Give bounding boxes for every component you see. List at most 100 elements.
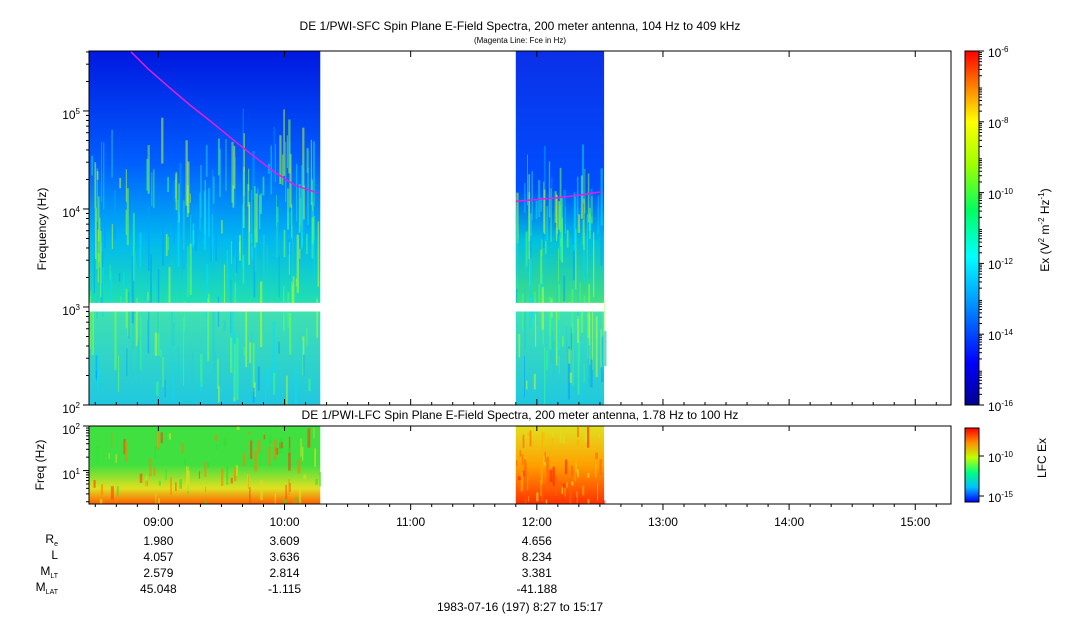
lfc-texture-streak bbox=[249, 440, 253, 459]
lfc-texture-streak bbox=[518, 476, 521, 481]
lfc-texture-streak bbox=[540, 480, 542, 497]
lfc-title: DE 1/PWI-LFC Spin Plane E-Field Spectra,… bbox=[301, 408, 739, 422]
lfc-texture-streak bbox=[313, 427, 315, 439]
lfc-texture-streak bbox=[576, 469, 579, 478]
sfc-texture-streak bbox=[541, 274, 544, 300]
lfc-texture-streak bbox=[527, 432, 530, 436]
lfc-texture-streak bbox=[204, 486, 207, 492]
lfc-texture-streak bbox=[246, 473, 250, 491]
sfc-texture-streak bbox=[127, 306, 129, 337]
lfc-texture-streak bbox=[158, 498, 160, 504]
lfc-texture-streak bbox=[577, 427, 579, 438]
lfc-texture-streak bbox=[520, 472, 524, 492]
sfc-texture-streak bbox=[552, 340, 555, 379]
sfc-texture-streak bbox=[295, 278, 297, 287]
sfc-texture-streak bbox=[597, 195, 599, 235]
sfc-texture-streak bbox=[590, 188, 593, 217]
ephemeris-row-label: MLT bbox=[40, 564, 58, 580]
sfc-texture-streak bbox=[587, 338, 589, 397]
sfc-texture-streak bbox=[212, 176, 215, 204]
sfc-texture-streak bbox=[524, 260, 527, 276]
sfc-texture-streak bbox=[534, 291, 536, 305]
sfc-texture-streak bbox=[306, 327, 308, 346]
sfc-texture-streak bbox=[185, 140, 188, 206]
sfc-texture-streak bbox=[289, 153, 292, 208]
sfc-texture-streak bbox=[119, 177, 122, 189]
sfc-texture-streak bbox=[205, 145, 208, 177]
sfc-texture-streak bbox=[518, 333, 521, 358]
sfc-texture-streak bbox=[172, 322, 175, 346]
ephemeris-value: -1.115 bbox=[267, 582, 302, 596]
sfc-texture-streak bbox=[559, 205, 562, 261]
sfc-texture-streak bbox=[139, 232, 142, 268]
sfc-texture-streak bbox=[223, 320, 226, 331]
lfc-texture-streak bbox=[179, 479, 183, 489]
sfc-texture-streak bbox=[582, 219, 584, 245]
sfc-texture-streak bbox=[292, 225, 294, 285]
sfc-texture-streak bbox=[172, 359, 175, 402]
sfc-texture-streak bbox=[243, 171, 246, 204]
sfc-texture-streak bbox=[544, 346, 546, 405]
lfc-texture-streak bbox=[300, 438, 302, 457]
lfc-texture-streak bbox=[543, 456, 546, 466]
lfc-texture-streak bbox=[574, 474, 576, 482]
sfc-texture-streak bbox=[526, 380, 528, 390]
lfc-texture-streak bbox=[155, 493, 157, 504]
lfc-texture-streak bbox=[575, 496, 577, 504]
lfc-texture-streak bbox=[536, 492, 539, 502]
sfc-texture-streak bbox=[178, 363, 181, 376]
sfc-texture-streak bbox=[558, 248, 559, 282]
lfc-texture-streak bbox=[274, 439, 277, 460]
sfc-texture-streak bbox=[310, 139, 312, 205]
ephemeris-value: 4.656 bbox=[521, 534, 552, 548]
sfc-texture-streak bbox=[126, 188, 129, 246]
fce-line bbox=[130, 51, 603, 202]
sfc-texture-streak bbox=[96, 171, 99, 180]
sfc-texture-streak bbox=[302, 127, 305, 189]
lfc-texture-streak bbox=[515, 460, 518, 466]
sfc-texture-streak bbox=[199, 192, 201, 231]
sfc-texture-streak bbox=[536, 277, 538, 327]
sfc-texture-streak bbox=[219, 148, 222, 197]
sfc-texture-streak bbox=[554, 191, 557, 223]
lfc-texture-streak bbox=[544, 451, 546, 463]
sfc-texture-streak bbox=[523, 288, 527, 350]
sfc-texture-streak bbox=[543, 189, 546, 235]
sfc-texture-streak bbox=[306, 148, 309, 173]
sfc-texture-streak bbox=[301, 341, 303, 373]
sfc-texture-streak bbox=[258, 195, 261, 229]
sfc-texture-streak bbox=[559, 167, 562, 232]
sfc-texture-streak bbox=[189, 243, 192, 295]
sfc-texture-streak bbox=[522, 293, 524, 330]
sfc-texture-streak bbox=[544, 241, 547, 254]
fce-line-segment bbox=[515, 190, 603, 202]
sfc-texture-streak bbox=[262, 302, 264, 336]
lfc-texture-streak bbox=[206, 462, 210, 469]
lfc-texture-streak bbox=[165, 469, 167, 481]
ephemeris-value: 4.057 bbox=[143, 550, 174, 564]
sfc-texture-streak bbox=[311, 202, 314, 259]
lfc-texture-streak bbox=[160, 432, 163, 444]
sfc-texture-streak bbox=[602, 301, 605, 368]
sfc-texture-streak bbox=[557, 320, 560, 356]
ephemeris-value: 3.636 bbox=[269, 550, 300, 564]
lfc-texture-streak bbox=[541, 501, 543, 504]
sfc-texture-streak bbox=[89, 291, 91, 305]
sfc-texture-streak bbox=[192, 223, 195, 248]
lfc-texture-streak bbox=[295, 496, 298, 504]
lfc-texture-streak bbox=[524, 497, 527, 504]
lfc-texture-streak bbox=[260, 480, 263, 501]
sfc-texture-streak bbox=[266, 368, 270, 388]
sfc-y-tick-label: 104 bbox=[62, 204, 80, 220]
lfc-texture-streak bbox=[569, 486, 572, 504]
x-tick-label: 10:00 bbox=[269, 515, 300, 529]
lfc-texture-streak bbox=[283, 499, 287, 504]
sfc-texture-streak bbox=[302, 158, 304, 197]
sfc-texture-streak bbox=[305, 234, 308, 254]
sfc-texture-streak bbox=[94, 207, 97, 260]
lfc-texture-streak bbox=[220, 468, 224, 486]
sfc-texture-streak bbox=[530, 251, 533, 269]
sfc-texture-streak bbox=[312, 141, 316, 207]
sfc-texture-streak bbox=[253, 186, 256, 248]
sfc-texture-streak bbox=[187, 246, 189, 297]
